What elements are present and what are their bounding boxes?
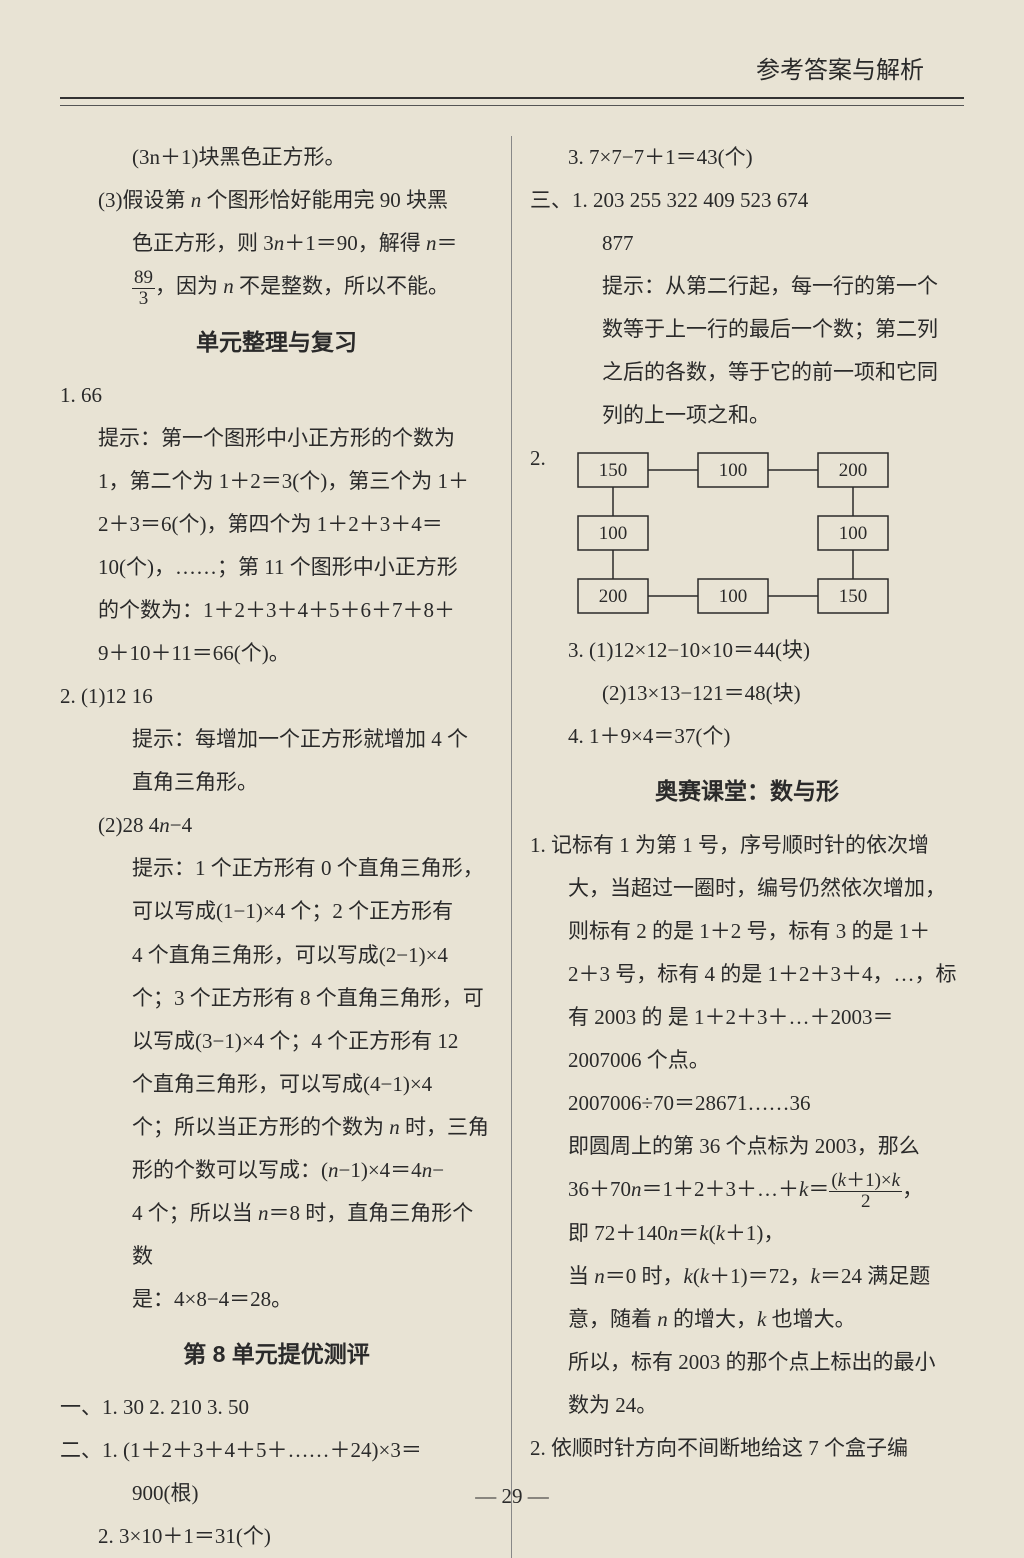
box-val: 150 bbox=[839, 586, 868, 607]
text: 可以写成(1−1)×4 个；2 个正方形有 bbox=[60, 890, 493, 933]
text: (3)假设第 n 个图形恰好能用完 90 块黑 bbox=[60, 179, 493, 222]
text: 大，当超过一圈时，编号仍然依次增加， bbox=[530, 867, 964, 910]
text: 1. 记标有 1 为第 1 号，序号顺时针的依次增 bbox=[530, 824, 964, 867]
text: 877 bbox=[530, 222, 964, 265]
text: 当 n＝0 时，k(k＋1)＝72，k＝24 满足题 bbox=[530, 1255, 964, 1298]
left-column: (3n＋1)块黑色正方形。 (3)假设第 n 个图形恰好能用完 90 块黑 色正… bbox=[60, 136, 512, 1558]
text: 则标有 2 的是 1＋2 号，标有 3 的是 1＋ bbox=[530, 910, 964, 953]
text: 提示：第一个图形中小正方形的个数为 bbox=[60, 417, 493, 460]
box-val: 200 bbox=[599, 586, 628, 607]
text: (3n＋1)块黑色正方形。 bbox=[60, 136, 493, 179]
section-title: 奥赛课堂：数与形 bbox=[530, 768, 964, 815]
text: 数等于上一行的最后一个数；第二列 bbox=[530, 308, 964, 351]
page-number: — 29 — bbox=[0, 1484, 1024, 1509]
page-header: 参考答案与解析 bbox=[60, 50, 964, 99]
text: 4 个直角三角形，可以写成(2−1)×4 bbox=[60, 934, 493, 977]
text: 色正方形，则 3n＋1＝90，解得 n＝ bbox=[60, 222, 493, 265]
text: 个直角三角形，可以写成(4−1)×4 bbox=[60, 1063, 493, 1106]
text: 2007006 个点。 bbox=[530, 1039, 964, 1082]
text: 是：4×8−4＝28。 bbox=[60, 1278, 493, 1321]
text: 形的个数可以写成：(n−1)×4＝4n− bbox=[60, 1149, 493, 1192]
text: 4 个；所以当 n＝8 时，直角三角形个数 bbox=[60, 1192, 493, 1278]
text: 89 3 ，因为 n 不是整数，所以不能。 bbox=[60, 265, 493, 309]
label: 2. bbox=[530, 437, 568, 480]
section-title: 单元整理与复习 bbox=[60, 319, 493, 366]
header-rule bbox=[60, 105, 964, 106]
box-val: 200 bbox=[839, 460, 868, 481]
text: 意，随着 n 的增大，k 也增大。 bbox=[530, 1298, 964, 1341]
text: 之后的各数，等于它的前一项和它同 bbox=[530, 351, 964, 394]
text: 即圆周上的第 36 个点标为 2003，那么 bbox=[530, 1125, 964, 1168]
header-title: 参考答案与解析 bbox=[756, 58, 924, 84]
text: 36＋70n＝1＋2＋3＋…＋k＝ (k＋1)×k 2 ， bbox=[530, 1168, 964, 1212]
text: (2)28 4n−4 bbox=[60, 804, 493, 847]
fraction: (k＋1)×k 2 bbox=[829, 1171, 902, 1212]
text: 个；3 个正方形有 8 个直角三角形，可 bbox=[60, 977, 493, 1020]
text: 4. 1＋9×4＝37(个) bbox=[530, 715, 964, 758]
text: 所以，标有 2003 的那个点上标出的最小 bbox=[530, 1341, 964, 1384]
text: 2. (1)12 16 bbox=[60, 675, 493, 718]
text: 2＋3 号，标有 4 的是 1＋2＋3＋4，…，标 bbox=[530, 953, 964, 996]
text: 以写成(3−1)×4 个；4 个正方形有 12 bbox=[60, 1020, 493, 1063]
box-val: 100 bbox=[599, 523, 628, 544]
text: 3. (1)12×12−10×10＝44(块) bbox=[530, 629, 964, 672]
text: 二、1. (1＋2＋3＋4＋5＋……＋24)×3＝ bbox=[60, 1429, 493, 1472]
text: 提示：从第二行起，每一行的第一个 bbox=[530, 265, 964, 308]
box-val: 100 bbox=[719, 586, 748, 607]
text: 1，第二个为 1＋2＝3(个)，第三个为 1＋ bbox=[60, 460, 493, 503]
text: 有 2003 的 是 1＋2＋3＋…＋2003＝ bbox=[530, 996, 964, 1039]
text: 的个数为：1＋2＋3＋4＋5＋6＋7＋8＋ bbox=[60, 589, 493, 632]
text: 直角三角形。 bbox=[60, 761, 493, 804]
box-val: 150 bbox=[599, 460, 628, 481]
text: 10(个)，……；第 11 个图形中小正方形 bbox=[60, 546, 493, 589]
text: 列的上一项之和。 bbox=[530, 394, 964, 437]
text: 即 72＋140n＝k(k＋1)， bbox=[530, 1212, 964, 1255]
right-column: 3. 7×7−7＋1＝43(个) 三、1. 203 255 322 409 52… bbox=[512, 136, 964, 1558]
text: 个；所以当正方形的个数为 n 时，三角 bbox=[60, 1106, 493, 1149]
box-val: 100 bbox=[839, 523, 868, 544]
fraction: 89 3 bbox=[132, 268, 155, 309]
diagram-svg: 150 100 200 100 100 200 100 150 bbox=[568, 443, 898, 623]
text: 1. 66 bbox=[60, 374, 493, 417]
text: 一、1. 30 2. 210 3. 50 bbox=[60, 1386, 493, 1429]
text: 提示：每增加一个正方形就增加 4 个 bbox=[60, 718, 493, 761]
text: 2007006÷70＝28671……36 bbox=[530, 1082, 964, 1125]
text: 2＋3＝6(个)，第四个为 1＋2＋3＋4＝ bbox=[60, 503, 493, 546]
text: 3. 7×7−7＋1＝43(个) bbox=[530, 136, 964, 179]
box-val: 100 bbox=[719, 460, 748, 481]
text: (2)13×13−121＝48(块) bbox=[530, 672, 964, 715]
section-title: 第 8 单元提优测评 bbox=[60, 1331, 493, 1378]
text: 提示：1 个正方形有 0 个直角三角形， bbox=[60, 847, 493, 890]
content-columns: (3n＋1)块黑色正方形。 (3)假设第 n 个图形恰好能用完 90 块黑 色正… bbox=[60, 136, 964, 1558]
text: 9＋10＋11＝66(个)。 bbox=[60, 632, 493, 675]
text: 三、1. 203 255 322 409 523 674 bbox=[530, 179, 964, 222]
text: 2. 依顺时针方向不间断地给这 7 个盒子编 bbox=[530, 1427, 964, 1470]
box-diagram: 150 100 200 100 100 200 100 150 bbox=[568, 443, 898, 623]
text: 数为 24。 bbox=[530, 1384, 964, 1427]
